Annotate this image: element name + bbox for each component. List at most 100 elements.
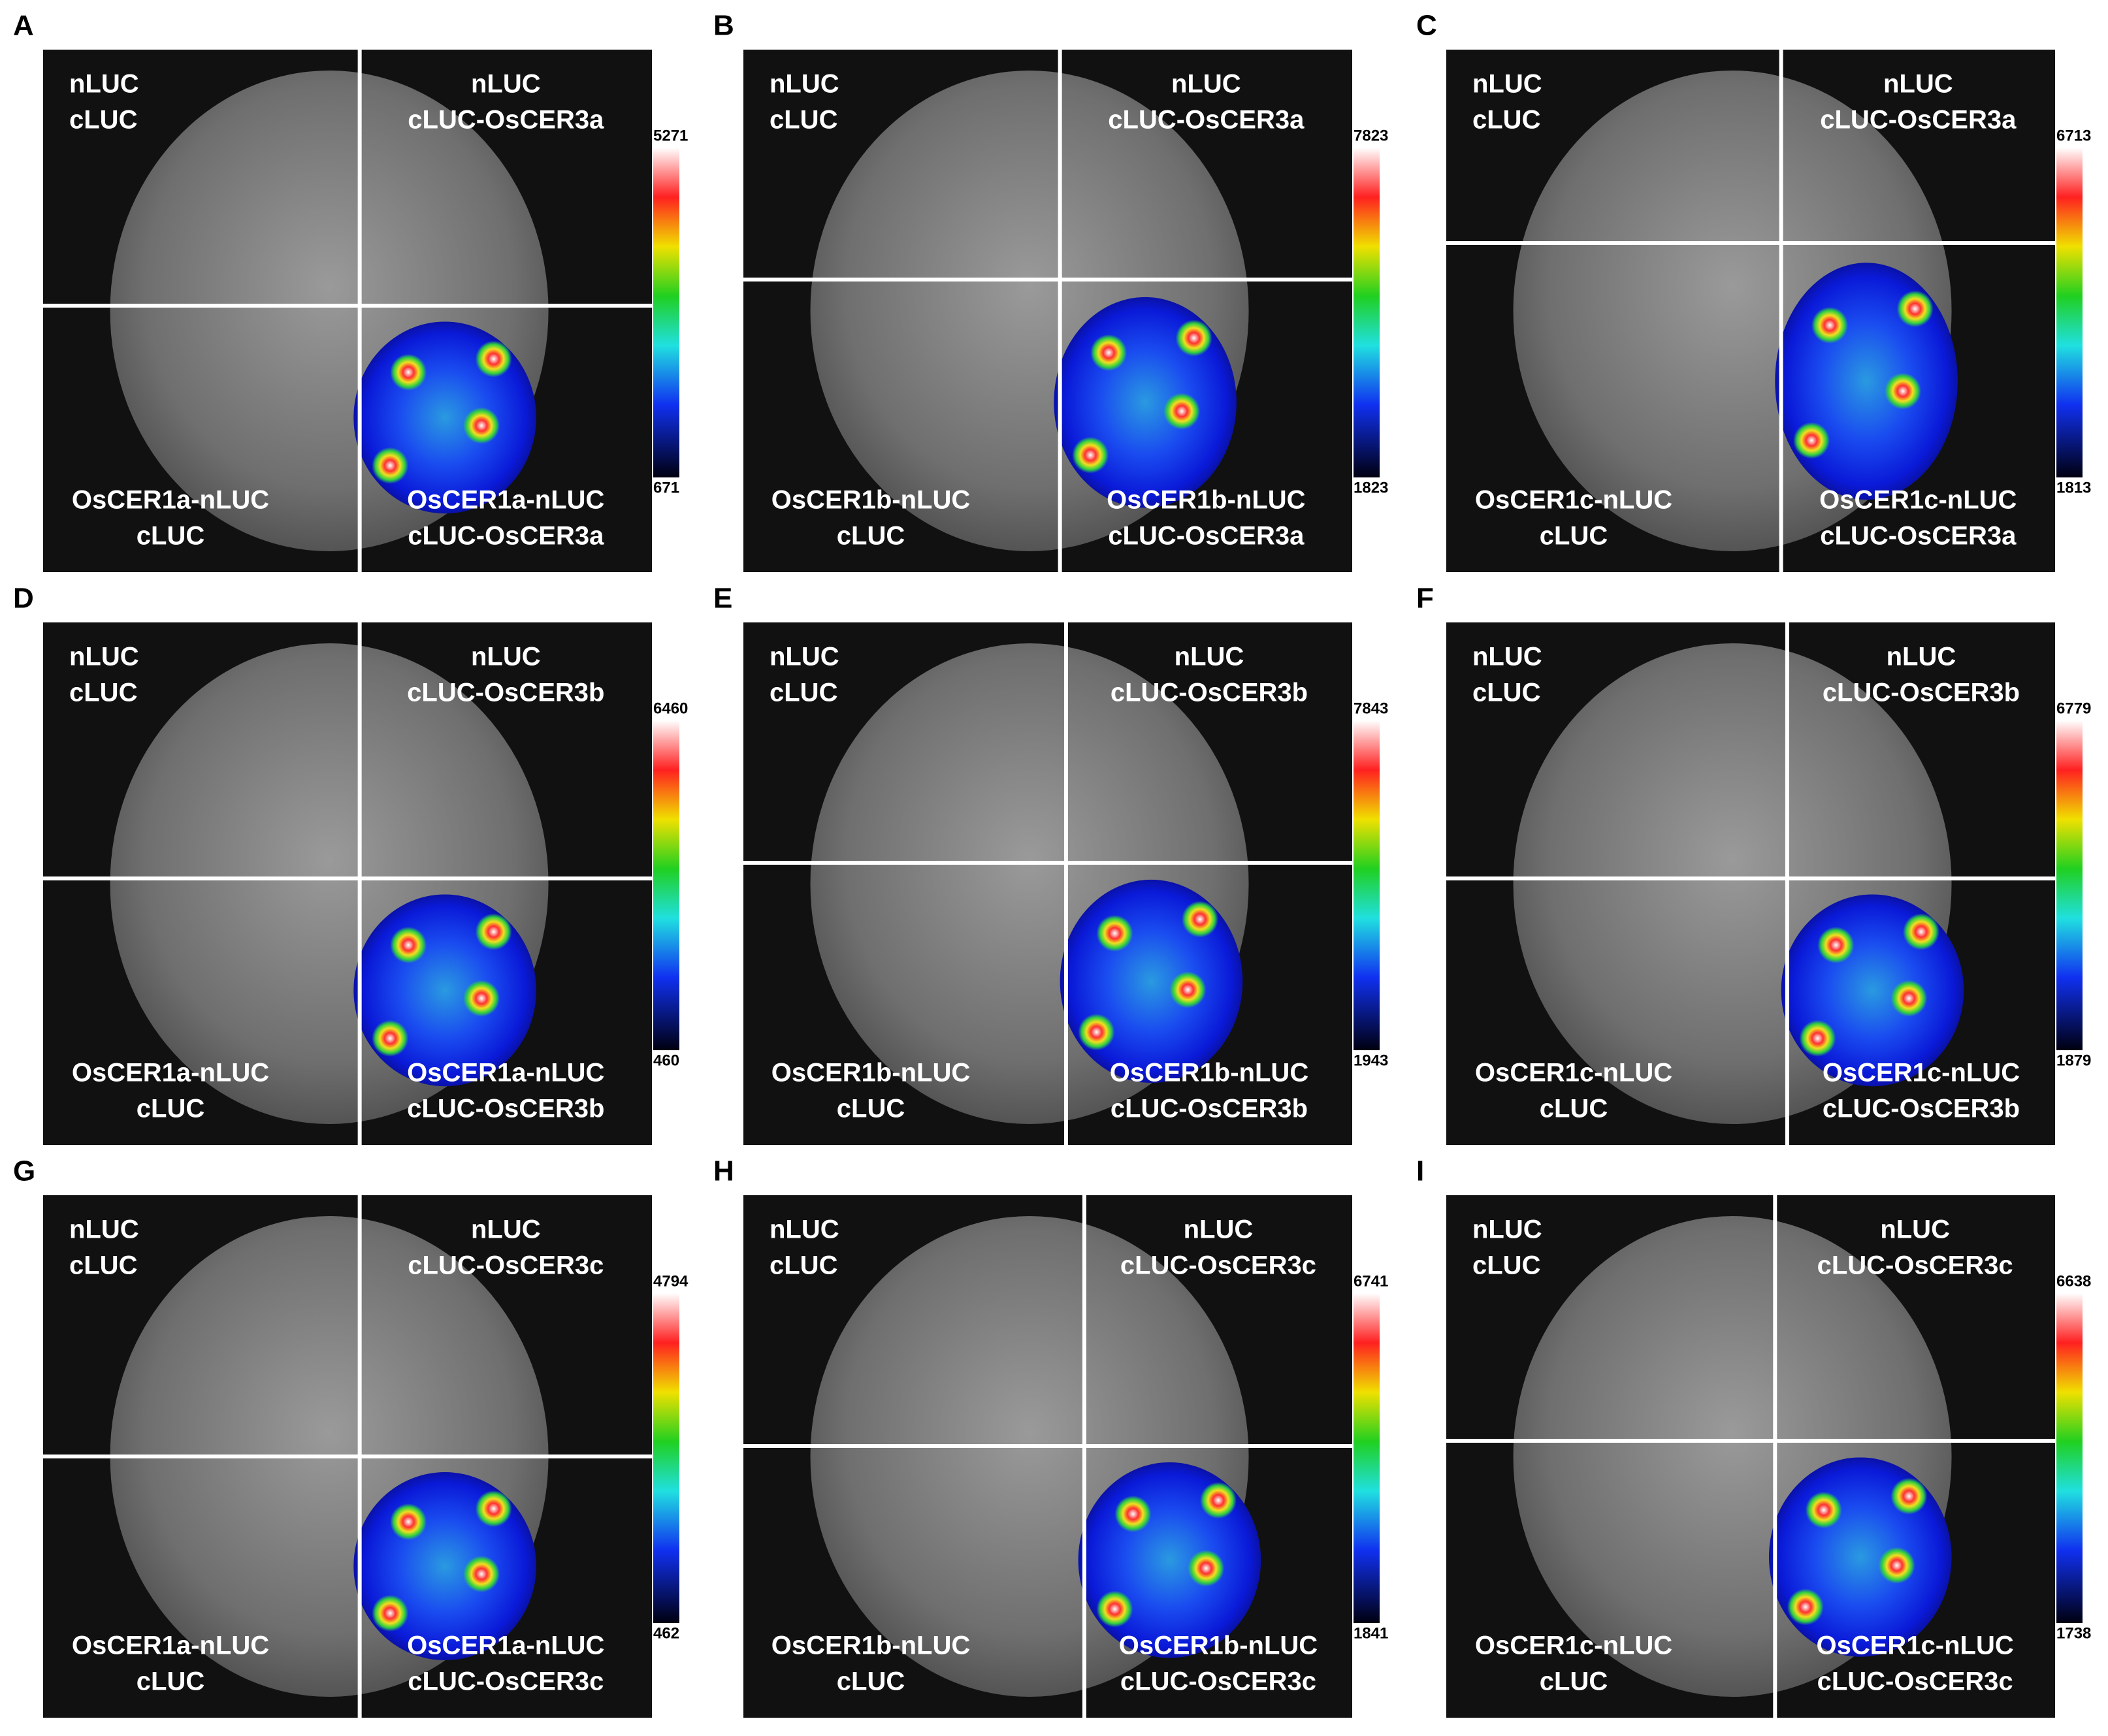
quadrant-label: cLUC — [837, 522, 905, 551]
quadrant-label: nLUC — [1472, 1215, 1542, 1244]
panel-letter: G — [13, 1155, 35, 1187]
panel-letter: B — [713, 10, 734, 42]
quadrant-label: cLUC — [770, 106, 837, 135]
divider — [1058, 50, 1062, 572]
panel-letter: E — [713, 583, 732, 615]
color-bar — [1354, 720, 1380, 1050]
luminescence — [1775, 263, 1958, 500]
scale-min: 460 — [653, 1052, 679, 1069]
scale-max: 7843 — [1354, 699, 1388, 717]
quadrant-label: nLUC — [1472, 70, 1542, 99]
hot-spot — [463, 1556, 500, 1592]
divider — [357, 622, 362, 1145]
hot-spot — [390, 927, 427, 963]
panel-letter: A — [13, 10, 34, 42]
quadrant-label: cLUC-OsCER3a — [408, 522, 604, 551]
panel-letter: H — [713, 1155, 734, 1187]
quadrant-label: OsCER1c-nLUC — [1475, 486, 1672, 515]
color-bar — [2056, 148, 2083, 477]
scale-min: 1738 — [2056, 1624, 2091, 1642]
scale-min: 1841 — [1354, 1624, 1388, 1642]
quadrant-label: OsCER1c-nLUC — [1823, 1059, 2020, 1087]
quadrant-label: cLUC — [1472, 679, 1540, 707]
scale-min: 1813 — [2056, 479, 2091, 496]
panel-letter: I — [1416, 1155, 1424, 1187]
hot-spot — [1902, 913, 1939, 950]
hot-spot — [1163, 393, 1201, 430]
hot-spot — [1878, 1547, 1915, 1584]
quadrant-label: OsCER1c-nLUC — [1475, 1632, 1672, 1660]
quadrant-label: nLUC — [1171, 70, 1241, 99]
hot-spot — [463, 980, 500, 1017]
panel-letter: D — [13, 583, 34, 615]
hot-spot — [1896, 290, 1934, 327]
divider — [1063, 622, 1068, 1145]
quadrant-label: OsCER1a-nLUC — [407, 1059, 604, 1087]
panel-letter: F — [1416, 583, 1434, 615]
quadrant-label: cLUC — [1540, 522, 1608, 551]
hot-spot — [475, 913, 512, 950]
hot-spot — [1890, 1477, 1928, 1515]
quadrant-label: cLUC-OsCER3c — [408, 1667, 604, 1696]
quadrant-label: OsCER1b-nLUC — [771, 486, 970, 515]
divider — [43, 1455, 652, 1458]
quadrant-label: cLUC-OsCER3b — [407, 1095, 604, 1123]
quadrant-label: nLUC — [770, 1215, 839, 1244]
quadrant-label: OsCER1a-nLUC — [72, 486, 269, 515]
quadrant-label: cLUC-OsCER3b — [1111, 679, 1308, 707]
quadrant-label: cLUC — [69, 679, 137, 707]
scale-min: 1943 — [1354, 1052, 1388, 1069]
quadrant-label: nLUC — [1184, 1215, 1254, 1244]
hot-spot — [1799, 1020, 1836, 1057]
scale-max: 6713 — [2056, 127, 2091, 144]
quadrant-label: cLUC-OsCER3a — [1820, 522, 2017, 551]
hot-spot — [1188, 1550, 1225, 1587]
quadrant-label: nLUC — [471, 1215, 541, 1244]
divider — [1773, 1195, 1777, 1718]
hot-spot — [1114, 1496, 1152, 1532]
quadrant-label: cLUC — [69, 106, 137, 135]
quadrant-label: nLUC — [69, 70, 139, 99]
color-bar — [1354, 148, 1380, 477]
quadrant-label: OsCER1b-nLUC — [1110, 1059, 1308, 1087]
hot-spot — [1793, 422, 1830, 459]
quadrant-label: OsCER1b-nLUC — [771, 1632, 970, 1660]
quadrant-label: cLUC — [137, 1667, 204, 1696]
scale-max: 4794 — [653, 1272, 689, 1290]
hot-spot — [1096, 1590, 1133, 1628]
quadrant-label: cLUC — [137, 1095, 204, 1123]
quadrant-label: cLUC — [69, 1251, 137, 1280]
hot-spot — [1199, 1482, 1237, 1519]
quadrant-label: cLUC-OsCER3b — [1823, 1095, 2020, 1123]
hot-spot — [475, 1490, 512, 1527]
quadrant-label: cLUC-OsCER3b — [1111, 1095, 1308, 1123]
quadrant-label: cLUC-OsCER3a — [1108, 106, 1305, 135]
quadrant-label: cLUC — [837, 1095, 905, 1123]
quadrant-label: cLUC — [1472, 1251, 1540, 1280]
quadrant-label: cLUC-OsCER3c — [1120, 1667, 1316, 1696]
quadrant-label: nLUC — [1883, 70, 1953, 99]
divider — [743, 1444, 1352, 1448]
quadrant-label: nLUC — [69, 1215, 139, 1244]
quadrant-label: cLUC-OsCER3c — [1817, 1667, 2013, 1696]
hot-spot — [1090, 334, 1127, 371]
color-bar — [653, 1293, 679, 1623]
quadrant-label: cLUC-OsCER3b — [407, 679, 604, 707]
quadrant-label: nLUC — [471, 70, 541, 99]
hot-spot — [1078, 1014, 1115, 1051]
scale-min: 1823 — [1354, 479, 1388, 496]
hot-spot — [1817, 927, 1855, 963]
scale-max: 7823 — [1354, 127, 1388, 144]
panel-letter: C — [1416, 10, 1437, 42]
divider — [43, 876, 652, 880]
hot-spot — [463, 407, 500, 444]
divider — [1446, 876, 2055, 880]
color-bar — [2056, 720, 2083, 1050]
scale-max: 6460 — [653, 699, 688, 717]
